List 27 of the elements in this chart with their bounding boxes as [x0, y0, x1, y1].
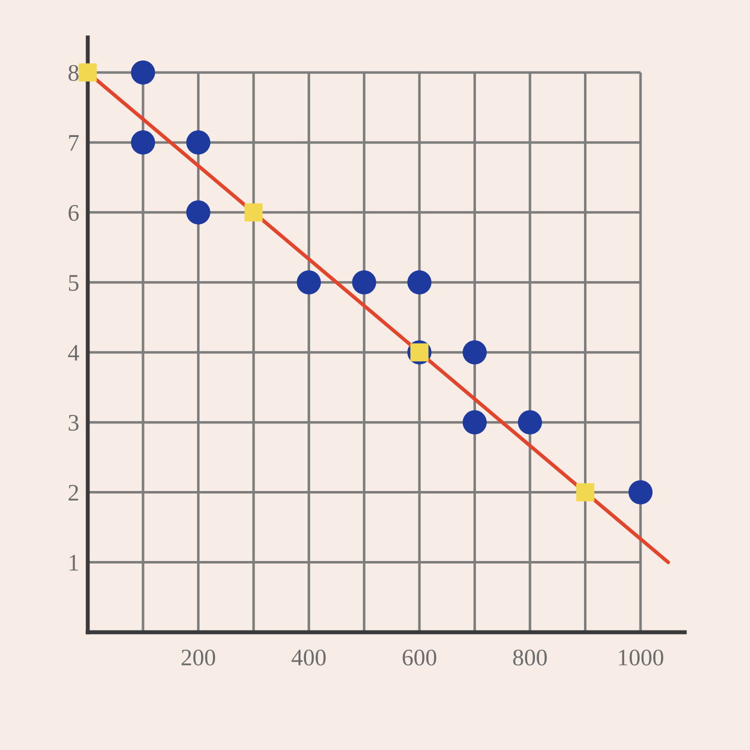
point — [628, 480, 653, 504]
point — [186, 130, 210, 154]
point — [244, 203, 263, 222]
point — [407, 270, 432, 294]
y-tick-label: 8 — [68, 64, 79, 81]
y-tick-label: 5 — [68, 275, 78, 291]
point — [518, 410, 542, 434]
y-tick-label: 2 — [68, 484, 78, 500]
point — [78, 63, 97, 82]
y-tick-label: 4 — [68, 345, 80, 361]
point — [186, 200, 210, 224]
y-tick-label: 3 — [68, 414, 78, 431]
y-tick-label: 1 — [70, 554, 78, 570]
point — [352, 270, 376, 294]
y-tick-label: 6 — [68, 204, 79, 221]
y-tick-label: 7 — [69, 135, 79, 151]
x-tick-label: 800 — [513, 650, 547, 666]
x-tick-label: 200 — [182, 650, 216, 666]
x-tick-label: 600 — [402, 650, 436, 666]
x-tick-label: 400 — [292, 650, 326, 666]
point — [296, 270, 321, 294]
point — [462, 340, 487, 364]
point — [131, 60, 156, 85]
point — [462, 410, 487, 434]
x-tick-label: 1000 — [618, 650, 664, 666]
point — [576, 483, 594, 502]
point — [131, 130, 156, 154]
